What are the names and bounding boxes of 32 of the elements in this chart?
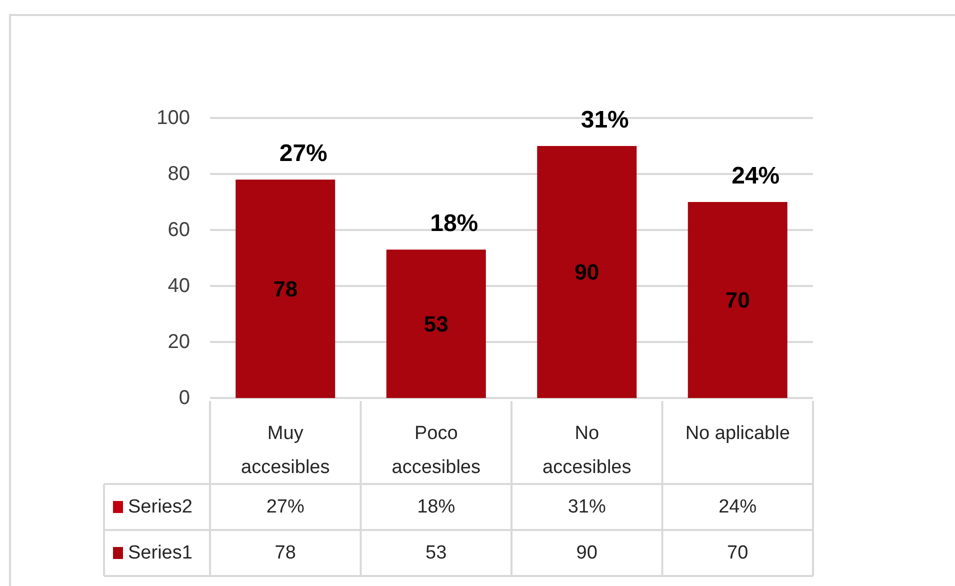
bar <box>386 250 486 398</box>
y-tick-label: 20 <box>168 331 190 353</box>
legend-label: Series2 <box>128 496 192 518</box>
y-tick-label: 80 <box>168 163 190 185</box>
text: 18% <box>417 496 456 518</box>
x-tick-label: No accesibles <box>542 422 632 478</box>
data-label: 70 <box>727 542 748 564</box>
text: 53 <box>424 311 448 336</box>
text: 31% <box>580 106 629 134</box>
text: 24% <box>732 162 780 190</box>
y-tick-label: 40 <box>168 275 190 297</box>
data-label: 78 <box>274 542 296 564</box>
data-label: 53 <box>426 542 447 564</box>
bar <box>537 146 637 398</box>
y-tick-label: 100 <box>156 107 190 129</box>
legend-label: Series1 <box>128 542 192 564</box>
data-label: 90 <box>576 542 598 564</box>
text: 70 <box>725 288 750 312</box>
x-tick-label: No aplicable <box>685 422 790 444</box>
x-tick-label: Muy accesibles <box>241 422 330 478</box>
text: 31% <box>568 496 606 518</box>
text: 78 <box>273 276 298 302</box>
y-tick-label: 60 <box>168 219 190 241</box>
text: 18% <box>430 210 478 238</box>
text: 27% <box>279 140 328 168</box>
text: 27% <box>266 496 304 518</box>
bar <box>688 202 788 398</box>
text: 24% <box>718 496 757 518</box>
x-tick-label: Poco accesibles <box>392 422 480 478</box>
text: 90 <box>574 260 600 284</box>
bar <box>236 180 336 398</box>
y-tick-label: 0 <box>178 387 190 409</box>
